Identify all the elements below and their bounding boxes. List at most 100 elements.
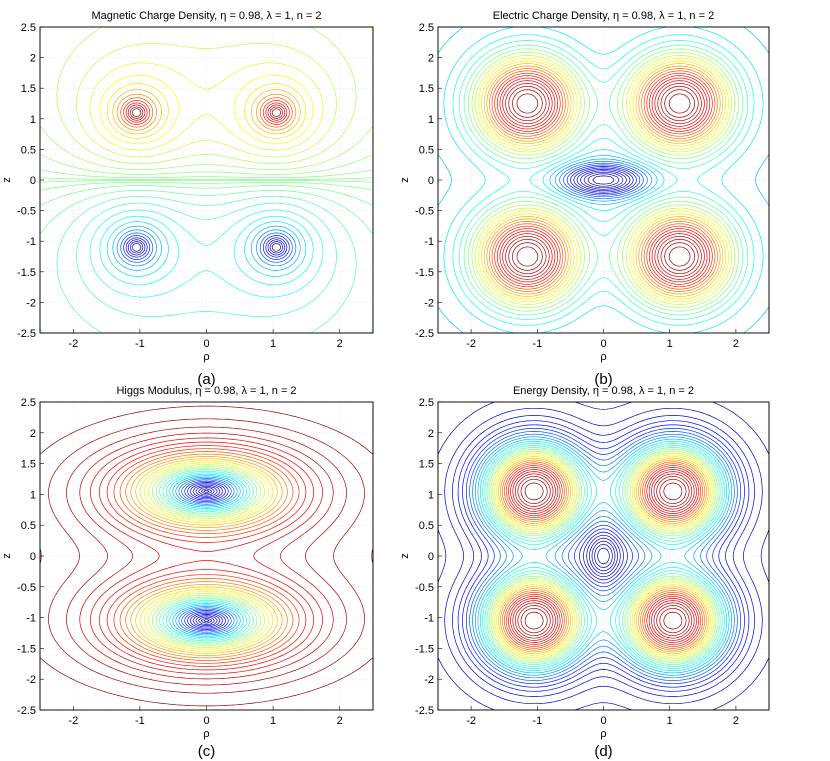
contour-line — [490, 450, 717, 662]
contour-line — [56, 27, 357, 164]
y-axis-label: z — [1, 177, 13, 183]
contour-lines — [438, 402, 769, 710]
y-tick-label: 1.5 — [419, 83, 434, 95]
x-tick-label: 1 — [270, 715, 276, 727]
contour-lines — [40, 405, 373, 707]
y-tick-label: 2.5 — [419, 397, 434, 409]
panel-label: (a) — [197, 371, 215, 388]
y-tick-label: 0.5 — [419, 520, 434, 532]
contour-line — [203, 489, 210, 623]
contour-line — [131, 108, 282, 118]
contour-line — [438, 27, 769, 333]
x-axis-label: ρ — [203, 728, 209, 740]
contour-line — [151, 465, 262, 647]
contour-line — [477, 438, 730, 674]
x-tick-label: -1 — [532, 338, 542, 350]
contour-line — [452, 34, 755, 326]
contour-line — [471, 51, 736, 309]
contour-line — [40, 177, 373, 180]
y-tick-label: -0.5 — [415, 206, 434, 218]
y-tick-label: -2.5 — [17, 328, 36, 340]
y-tick-label: -2 — [424, 297, 434, 309]
x-tick-label: -2 — [466, 338, 476, 350]
contour-line — [486, 447, 721, 665]
contour-line — [469, 431, 738, 681]
contour-line — [507, 467, 700, 645]
contour-line — [494, 72, 713, 288]
contour-line — [106, 445, 307, 667]
y-tick-label: -1.5 — [17, 267, 36, 279]
contour-line — [125, 102, 288, 123]
y-tick-label: 2.5 — [21, 22, 36, 34]
x-axis-label: ρ — [600, 351, 606, 363]
contour-line — [106, 83, 307, 139]
y-tick-label: -0.5 — [17, 582, 36, 594]
chart-title: Electric Charge Density, η = 0.98, λ = 1… — [493, 10, 714, 22]
contour-line — [573, 167, 634, 193]
y-axis-label: z — [399, 553, 411, 559]
contour-line — [524, 482, 683, 630]
contour-line — [76, 202, 337, 317]
contour-line — [517, 475, 690, 637]
y-tick-label: -1 — [26, 236, 36, 248]
contour-line — [112, 225, 301, 271]
contour-line — [192, 484, 221, 628]
panel-label: (b) — [594, 371, 612, 388]
contour-line — [505, 465, 702, 647]
contour-line — [597, 547, 610, 565]
contour-line — [135, 458, 278, 654]
y-tick-label: -2 — [424, 674, 434, 686]
panel-a-magnetic-charge-density: -2 -1 0 1 2 -2.5 -2 -1.5 -1 -0.5 0 0.5 1 1.5 2 2.5 Magne… — [0, 0, 415, 388]
contour-line — [472, 433, 735, 679]
contour-line — [452, 415, 755, 697]
contour-line — [139, 460, 274, 652]
x-tick-label: -2 — [466, 715, 476, 727]
contour-line — [40, 181, 373, 191]
contour-line — [79, 432, 334, 680]
contour-line — [486, 65, 721, 295]
y-tick-label: 2 — [428, 428, 434, 440]
contour-line — [489, 68, 718, 292]
contour-line — [479, 440, 728, 672]
y-tick-label: 0 — [30, 551, 36, 563]
x-tick-label: -2 — [68, 338, 78, 350]
contour-line — [510, 469, 697, 643]
y-tick-label: -1.5 — [415, 643, 434, 655]
contour-line — [500, 459, 707, 653]
x-tick-label: 2 — [337, 715, 343, 727]
contour-line — [465, 427, 742, 685]
contour-line — [40, 405, 373, 707]
x-tick-label: 2 — [733, 715, 739, 727]
contour-line — [186, 482, 227, 630]
chart-title: Magnetic Charge Density, η = 0.98, λ = 1… — [91, 10, 321, 22]
contour-line — [496, 75, 711, 285]
contour-line — [123, 235, 290, 260]
contour-line — [503, 463, 704, 649]
contour-line — [130, 456, 283, 656]
contour-line — [159, 469, 254, 643]
contour-line — [178, 478, 235, 634]
y-tick-label: 1 — [428, 489, 434, 501]
contour-line — [181, 479, 232, 633]
contour-line — [175, 476, 238, 636]
contour-line — [40, 180, 373, 183]
contour-line — [129, 241, 284, 254]
x-tick-label: 2 — [337, 338, 343, 350]
contour-line — [119, 451, 294, 661]
contour-line — [508, 85, 699, 275]
contour-line — [494, 454, 713, 658]
contour-line — [516, 93, 691, 267]
x-tick-label: 1 — [270, 338, 276, 350]
y-tick-label: 2.5 — [21, 397, 36, 409]
contour-line — [40, 153, 373, 175]
y-tick-label: -1.5 — [17, 643, 36, 655]
x-tick-label: -2 — [68, 715, 78, 727]
contour-line — [438, 402, 769, 710]
contour-line — [467, 48, 740, 312]
x-tick-label: 0 — [600, 338, 606, 350]
contour-line — [113, 448, 300, 664]
contour-line — [162, 470, 251, 642]
y-axis-label: z — [1, 553, 13, 559]
panel-label: (c) — [198, 743, 216, 760]
contour-line — [463, 44, 744, 316]
